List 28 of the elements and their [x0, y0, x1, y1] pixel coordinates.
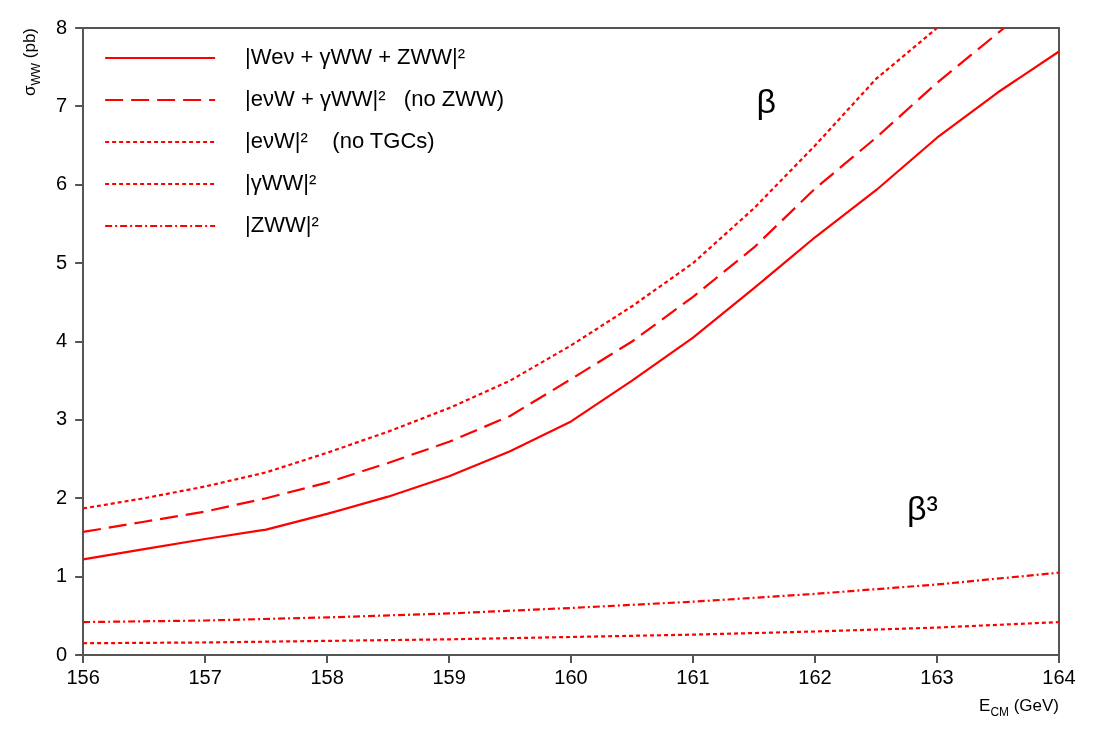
- line-series: [82, 571, 1061, 624]
- legend-label: |Weν + γWW + ZWW|²: [245, 44, 466, 70]
- y-axis-title: σWW (pb): [20, 27, 44, 96]
- x-tick-label: 156: [66, 665, 100, 688]
- annotation: β: [756, 81, 777, 120]
- x-tick-label: 162: [798, 665, 832, 688]
- y-tick-label: 4: [56, 329, 68, 352]
- line-series: [82, 620, 1061, 645]
- y-tick-label: 1: [56, 564, 68, 587]
- y-tick-label: 3: [56, 407, 68, 430]
- legend-label: |eνW|² (no TGCs): [245, 128, 435, 154]
- x-tick-label: 158: [310, 665, 344, 688]
- y-tick-label: 5: [56, 250, 68, 273]
- legend-label: |γWW|²: [245, 170, 317, 196]
- legend-label: |ZWW|²: [245, 212, 319, 238]
- y-tick-label: 7: [56, 93, 68, 116]
- y-tick-label: 8: [56, 15, 68, 38]
- y-tick-label: 6: [56, 172, 68, 195]
- x-tick-label: 164: [1042, 665, 1076, 688]
- y-tick-label: 0: [56, 642, 68, 665]
- x-tick-label: 163: [920, 665, 954, 688]
- y-tick-label: 2: [56, 485, 68, 508]
- annotation: β³: [906, 489, 938, 528]
- x-tick-label: 160: [554, 665, 588, 688]
- x-tick-label: 157: [188, 665, 222, 688]
- legend-label: |eνW + γWW|² (no ZWW): [245, 86, 505, 112]
- x-tick-label: 161: [676, 665, 710, 688]
- x-tick-label: 159: [432, 665, 466, 688]
